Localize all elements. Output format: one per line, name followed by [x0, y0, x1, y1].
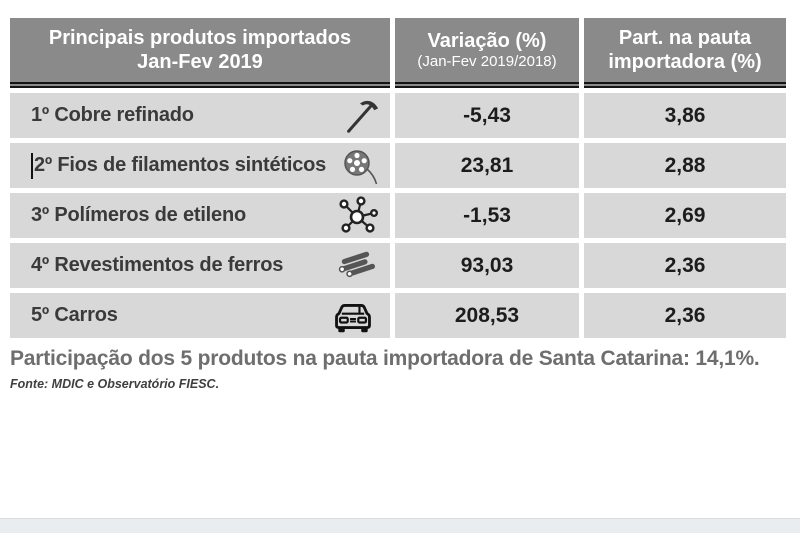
- participacao-value: 2,88: [584, 143, 786, 188]
- header-variacao: Variação (%) (Jan-Fev 2019/2018): [395, 18, 579, 88]
- product-cell: 4º Revestimentos de ferros: [10, 243, 390, 288]
- source-note: Fonte: MDIC e Observatório FIESC.: [10, 377, 220, 391]
- product-cell: 3º Polímeros de etileno: [10, 193, 390, 238]
- variacao-value: -1,53: [395, 193, 579, 238]
- text-cursor-artifact: [31, 152, 33, 179]
- product-label: Cobre refinado: [54, 104, 194, 126]
- rank-label: 1º: [31, 104, 50, 126]
- imports-table: Principais produtos importados Jan-Fev 2…: [10, 18, 786, 338]
- rank-label: 3º: [31, 204, 50, 226]
- header-products-line2: Jan-Fev 2019: [137, 51, 263, 73]
- participacao-value: 3,86: [584, 93, 786, 138]
- table-row: 3º Polímeros de etileno -1,53 2,69: [10, 193, 786, 238]
- header-variacao-line2: (Jan-Fev 2019/2018): [417, 53, 557, 70]
- header-participacao-line2: importadora (%): [608, 51, 762, 73]
- product-cell: 5º Carros: [10, 293, 390, 338]
- variacao-value: -5,43: [395, 93, 579, 138]
- pickaxe-icon: [340, 97, 380, 135]
- table-header-row: Principais produtos importados Jan-Fev 2…: [10, 18, 786, 88]
- car-icon: [326, 296, 380, 336]
- variacao-value: 208,53: [395, 293, 579, 338]
- header-participacao: Part. na pauta importadora (%): [584, 18, 786, 88]
- thread-spool-icon: [340, 146, 380, 186]
- product-cell: 2º Fios de filamentos sintéticos: [10, 143, 390, 188]
- table-row: 5º Carros 208,53 2,36: [10, 293, 786, 338]
- participacao-value: 2,69: [584, 193, 786, 238]
- product-label: Carros: [54, 304, 118, 326]
- product-label: Revestimentos de ferros: [54, 254, 284, 276]
- participacao-value: 2,36: [584, 293, 786, 338]
- variacao-value: 93,03: [395, 243, 579, 288]
- header-participacao-line1: Part. na pauta: [618, 27, 752, 49]
- rank-label: 4º: [31, 254, 50, 276]
- product-label: Fios de filamentos sintéticos: [57, 154, 327, 176]
- variacao-value: 23,81: [395, 143, 579, 188]
- table-row: 4º Revestimentos de ferros 93,03 2,36: [10, 243, 786, 288]
- bottom-bar: [0, 518, 800, 533]
- footer-note: Participação dos 5 produtos na pauta imp…: [10, 347, 760, 370]
- iron-pipes-icon: [334, 247, 380, 285]
- rank-label: 5º: [31, 304, 50, 326]
- molecule-icon: [336, 195, 380, 237]
- product-label: Polímeros de etileno: [54, 204, 246, 226]
- participacao-value: 2,36: [584, 243, 786, 288]
- rank-label: 2º: [34, 154, 53, 176]
- table-row: 1º Cobre refinado -5,43 3,86: [10, 93, 786, 138]
- product-cell: 1º Cobre refinado: [10, 93, 390, 138]
- header-variacao-line1: Variação (%): [427, 30, 547, 52]
- table-row: 2º Fios de filamentos sintéticos 23,81 2…: [10, 143, 786, 188]
- header-products-line1: Principais produtos importados: [48, 27, 352, 49]
- header-products: Principais produtos importados Jan-Fev 2…: [10, 18, 390, 88]
